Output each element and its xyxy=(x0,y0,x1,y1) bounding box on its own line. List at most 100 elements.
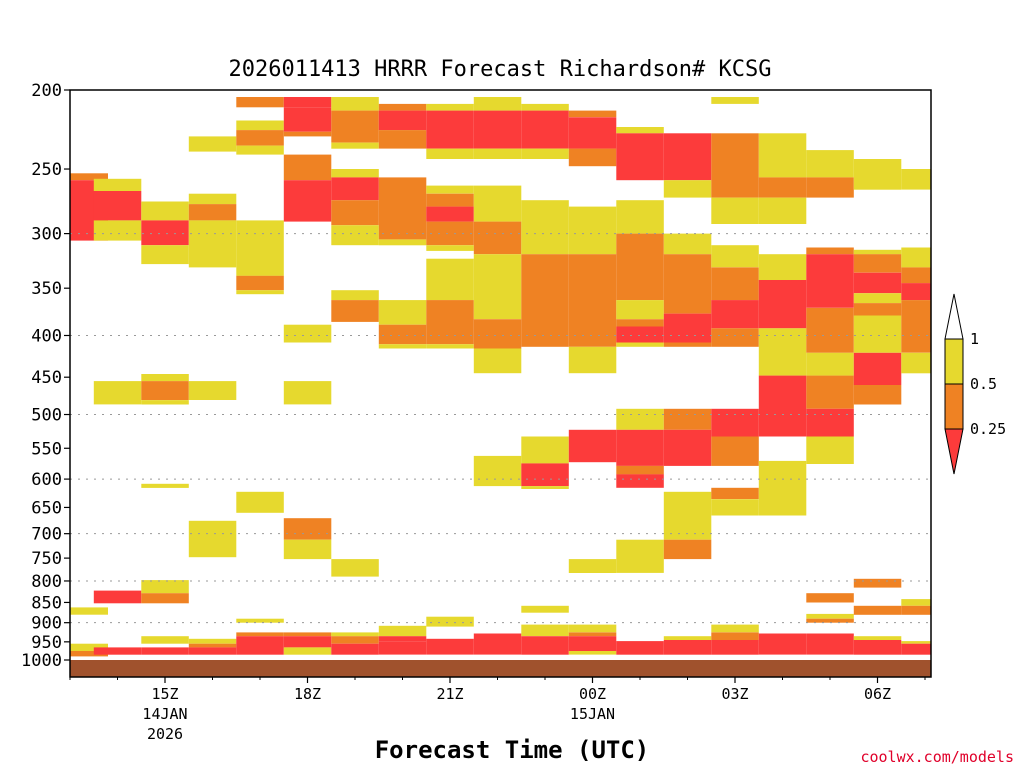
heatmap-cell xyxy=(853,605,902,615)
heatmap-cell xyxy=(426,206,474,222)
heatmap-cell xyxy=(853,352,902,385)
heatmap-cell xyxy=(236,491,284,513)
heatmap-cell xyxy=(521,436,569,464)
heatmap-cell xyxy=(711,499,759,516)
heatmap-cell xyxy=(283,518,332,540)
heatmap-cell xyxy=(141,580,189,594)
heatmap-cell xyxy=(331,97,379,111)
heatmap-cell xyxy=(93,178,142,191)
heatmap-cell xyxy=(711,624,759,633)
heatmap-cell xyxy=(663,233,712,255)
heatmap-cell xyxy=(141,483,189,488)
heatmap-cell xyxy=(616,465,664,475)
heatmap-cell xyxy=(378,344,427,349)
heatmap-cell xyxy=(188,220,237,268)
heatmap-cell xyxy=(616,342,664,347)
chart-title: 2026011413 HRRR Forecast Richardson# KCS… xyxy=(228,57,771,82)
y-tick-label: 950 xyxy=(31,633,62,653)
heatmap-cell xyxy=(758,280,807,329)
heatmap-cell xyxy=(758,254,807,280)
heatmap-cell xyxy=(711,487,759,500)
heatmap-cell xyxy=(616,641,664,655)
heatmap-cell xyxy=(663,429,712,466)
x-tick-label: 15Z xyxy=(151,685,178,703)
heatmap-cell xyxy=(93,191,142,221)
heatmap-cell xyxy=(853,293,902,303)
heatmap-cell xyxy=(806,177,854,198)
heatmap-cell xyxy=(711,640,759,655)
heatmap-cell xyxy=(806,436,854,464)
heatmap-cell xyxy=(711,300,759,329)
heatmap-cell xyxy=(616,474,664,488)
heatmap-cell xyxy=(568,110,617,118)
heatmap-cell xyxy=(283,381,332,405)
heatmap-cell xyxy=(141,245,189,265)
heatmap-cell xyxy=(568,254,617,347)
heatmap-cell xyxy=(331,632,379,637)
heatmap-cell xyxy=(663,342,712,347)
ground-fill xyxy=(70,660,931,677)
heatmap-cell xyxy=(473,110,522,149)
heatmap-cell xyxy=(331,142,379,149)
plot-frame xyxy=(69,89,932,678)
heatmap-cell xyxy=(521,254,569,347)
heatmap-cell xyxy=(378,625,427,637)
heatmap-cell xyxy=(711,436,759,466)
heatmap-cell xyxy=(141,636,189,644)
heatmap-cell xyxy=(616,133,664,181)
heatmap-cell xyxy=(901,643,932,655)
heatmap-cell xyxy=(378,239,427,246)
y-tick-label: 900 xyxy=(31,614,62,634)
heatmap-cell xyxy=(188,204,237,221)
heatmap-cell xyxy=(331,200,379,226)
heatmap-cell xyxy=(70,651,108,657)
y-tick-label: 200 xyxy=(31,81,62,101)
heatmap-cell xyxy=(283,647,332,655)
heatmap-cell xyxy=(663,636,712,640)
heatmap-cell xyxy=(853,159,902,190)
heatmap-cell xyxy=(283,539,332,560)
y-tick-label: 650 xyxy=(31,498,62,518)
y-axis-ticks: 200 250 300 350 400 450 500 550 600 650 700 750 8008… xyxy=(21,81,70,671)
heatmap-cell xyxy=(901,352,932,374)
heatmap-cell xyxy=(521,110,569,149)
heatmap-cell xyxy=(853,272,902,294)
heatmap-cell xyxy=(806,633,854,655)
heatmap-cell xyxy=(141,647,189,655)
heatmap-cell xyxy=(521,148,569,159)
heatmap-cell xyxy=(663,491,712,540)
heatmap-cell xyxy=(758,328,807,376)
heatmap-cell xyxy=(426,185,474,194)
heatmap-cell xyxy=(521,103,569,111)
heatmap-cell xyxy=(901,641,932,644)
heatmap-cell xyxy=(426,110,474,149)
heatmap-cell xyxy=(616,127,664,134)
colorbar-label: 0.5 xyxy=(970,375,997,393)
heatmap-cell xyxy=(711,267,759,301)
heatmap-cell xyxy=(141,381,189,400)
heatmap-cell xyxy=(806,375,854,409)
x-tick-label: 00Z xyxy=(579,685,606,703)
heatmap-cell xyxy=(331,300,379,322)
heatmap-cell xyxy=(901,605,932,615)
y-tick-label: 450 xyxy=(31,368,62,388)
x-tick-sublabel: 15JAN xyxy=(570,705,615,723)
heatmap-cell xyxy=(901,247,932,268)
heatmap-cell xyxy=(426,103,474,111)
heatmap-cell xyxy=(901,300,932,353)
heatmap-cell xyxy=(70,607,108,615)
y-tick-label: 750 xyxy=(31,549,62,569)
heatmap-cell xyxy=(331,643,379,655)
heatmap-cell xyxy=(901,599,932,606)
heatmap-cell xyxy=(521,624,569,637)
heatmap-cell xyxy=(283,324,332,343)
heatmap-cell xyxy=(806,352,854,376)
heatmap-cell xyxy=(283,180,332,222)
heatmap-cell xyxy=(853,640,902,655)
heatmap-cell xyxy=(331,169,379,178)
heatmap-cell xyxy=(236,290,284,295)
heatmap-cell xyxy=(236,97,284,108)
heatmap-cell xyxy=(901,283,932,301)
heatmap-cell xyxy=(568,636,617,651)
